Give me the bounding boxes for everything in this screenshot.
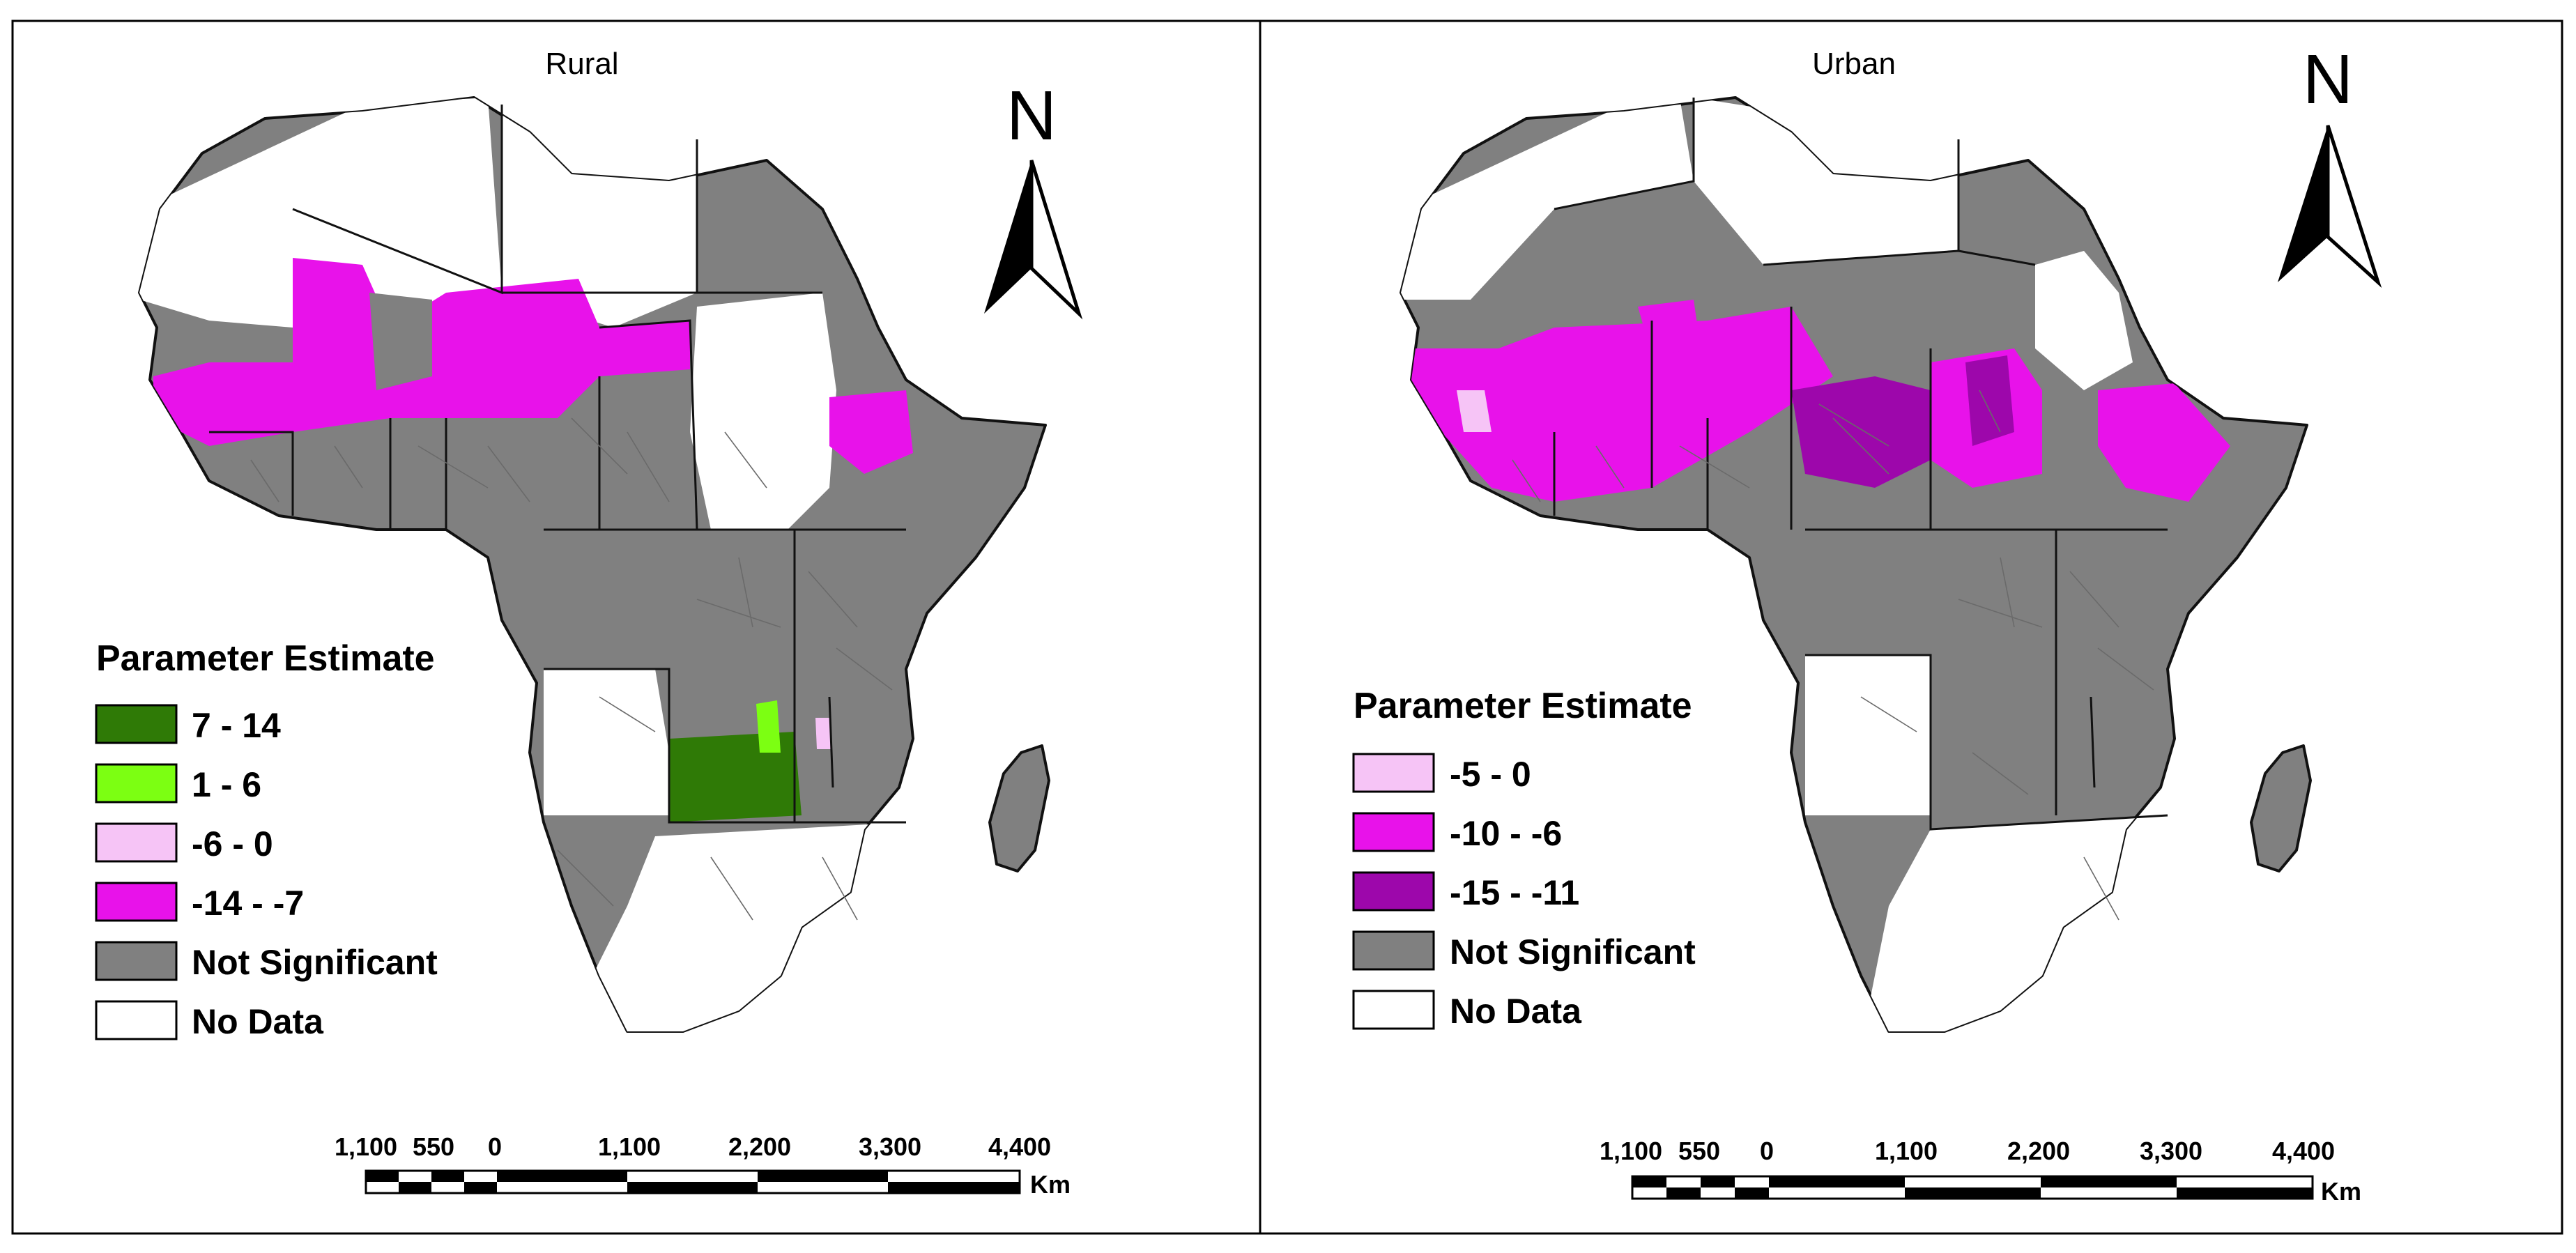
scale-label: 3,300: [859, 1132, 921, 1161]
legend-label: -5 - 0: [1450, 755, 1531, 794]
legend-label: No Data: [1450, 992, 1582, 1031]
rural-legend-title: Parameter Estimate: [96, 638, 435, 679]
rural-panel: Rural: [11, 20, 1262, 1235]
legend-swatch: [1352, 990, 1435, 1030]
urban-scale-bar: 1,100 550 0 1,100 2,200 3,300 4,400 Km: [1600, 1137, 2361, 1206]
rural-borders: [209, 105, 906, 824]
scale-label: 0: [488, 1132, 502, 1161]
no-data-angola: [1805, 655, 1931, 815]
urban-lake-malawi: [2090, 696, 2096, 788]
legend-swatch: [95, 704, 178, 744]
scale-label: 1,100: [1875, 1137, 1938, 1165]
legend-label: -15 - -11: [1450, 873, 1579, 912]
rural-panel-title: Rural: [545, 47, 618, 81]
rural-map: [138, 96, 1050, 1033]
rural-scale-bar: 1,100 550 0 1,100 2,200 3,300 4,400 Km: [335, 1132, 1071, 1199]
legend-swatch: [95, 822, 178, 863]
urban-legend-item: -10 - -6: [1352, 812, 1562, 853]
scale-label: 1,100: [335, 1132, 397, 1161]
urban-panel-title: Urban: [1812, 47, 1896, 81]
scale-bar-segments: [365, 1169, 1021, 1194]
no-data-angola: [544, 669, 669, 815]
scale-label: 550: [413, 1132, 454, 1161]
scale-label: 4,400: [2272, 1137, 2335, 1165]
rural-map-fills: [139, 98, 913, 1031]
rural-legend-item: -14 - -7: [95, 882, 304, 923]
rural-legend-item: 1 - 6: [95, 763, 261, 804]
no-data-northwest: [1401, 98, 1694, 300]
north-arrow-letter: N: [1006, 77, 1057, 155]
rural-lake-malawi: [828, 696, 834, 788]
legend-swatch: [1352, 871, 1435, 912]
urban-ethiopia-negative: [2098, 383, 2230, 502]
north-arrow-letter: N: [2303, 40, 2353, 118]
urban-panel: Urban: [1259, 20, 2563, 1235]
scale-label: 1,100: [1600, 1137, 1662, 1165]
legend-swatch: [95, 1000, 178, 1040]
legend-swatch: [95, 941, 178, 981]
urban-subdivisions: [1512, 390, 2154, 921]
urban-guinea-small: [1457, 390, 1492, 432]
scale-label: 2,200: [2007, 1137, 2070, 1165]
rural-legend-item: -6 - 0: [95, 822, 273, 863]
no-data-sudan: [690, 293, 836, 530]
north-arrow-icon: [984, 160, 1083, 320]
legend-label: -10 - -6: [1450, 814, 1562, 853]
rural-mozambique-small: [815, 718, 831, 749]
scale-label: 2,200: [728, 1132, 791, 1161]
urban-legend-title: Parameter Estimate: [1354, 686, 1692, 726]
legend-swatch: [95, 763, 178, 804]
scale-unit: Km: [1030, 1170, 1071, 1199]
rural-subdivisions: [250, 417, 893, 921]
no-data-sudan-east: [2035, 251, 2133, 390]
rural-legend: Parameter Estimate 7 - 14 1 - 6 -6 - 0 -…: [95, 638, 438, 1041]
urban-chad-strong-negative: [1965, 355, 2014, 446]
legend-label: -6 - 0: [192, 824, 273, 863]
rural-legend-item: 7 - 14: [95, 704, 281, 745]
legend-label: Not Significant: [1450, 932, 1696, 971]
urban-legend-item: -5 - 0: [1352, 753, 1531, 794]
urban-borders: [1553, 98, 2168, 831]
urban-legend: Parameter Estimate -5 - 0 -10 - -6 -15 -…: [1352, 686, 1696, 1031]
legend-swatch: [95, 882, 178, 922]
legend-swatch: [1352, 812, 1435, 852]
legend-label: 1 - 6: [192, 765, 261, 804]
scale-label: 4,400: [988, 1132, 1051, 1161]
urban-legend-item: No Data: [1352, 990, 1582, 1031]
scale-label: 0: [1760, 1137, 1774, 1165]
urban-nigeria-strong-negative: [1791, 376, 1931, 488]
urban-legend-item: Not Significant: [1352, 930, 1696, 971]
urban-mali-negative: [1638, 300, 1701, 355]
rural-north-arrow: N: [984, 77, 1083, 320]
rural-legend-item: Not Significant: [95, 941, 438, 982]
urban-north-arrow: N: [2278, 40, 2382, 289]
legend-swatch: [1352, 930, 1435, 971]
legend-label: -14 - -7: [192, 884, 304, 923]
rural-ethiopia-negative: [829, 390, 913, 474]
scale-label: 1,100: [598, 1132, 661, 1161]
urban-west-negative: [1408, 307, 1833, 502]
rural-zimbabwe-positive: [669, 732, 802, 822]
legend-swatch: [1352, 753, 1435, 793]
scale-unit: Km: [2321, 1177, 2361, 1206]
rural-malawi-positive: [756, 700, 781, 753]
legend-label: No Data: [192, 1002, 324, 1041]
scale-bar-segments: [1631, 1175, 2314, 1200]
scale-label: 3,300: [2140, 1137, 2202, 1165]
urban-legend-item: -15 - -11: [1352, 871, 1579, 912]
scale-label: 550: [1678, 1137, 1720, 1165]
rural-mali-nonsig: [369, 293, 432, 390]
legend-label: 7 - 14: [192, 706, 281, 745]
north-arrow-icon: [2278, 125, 2382, 289]
no-data-northwest: [139, 98, 502, 328]
rural-legend-item: No Data: [95, 1000, 324, 1041]
legend-label: Not Significant: [192, 943, 438, 982]
